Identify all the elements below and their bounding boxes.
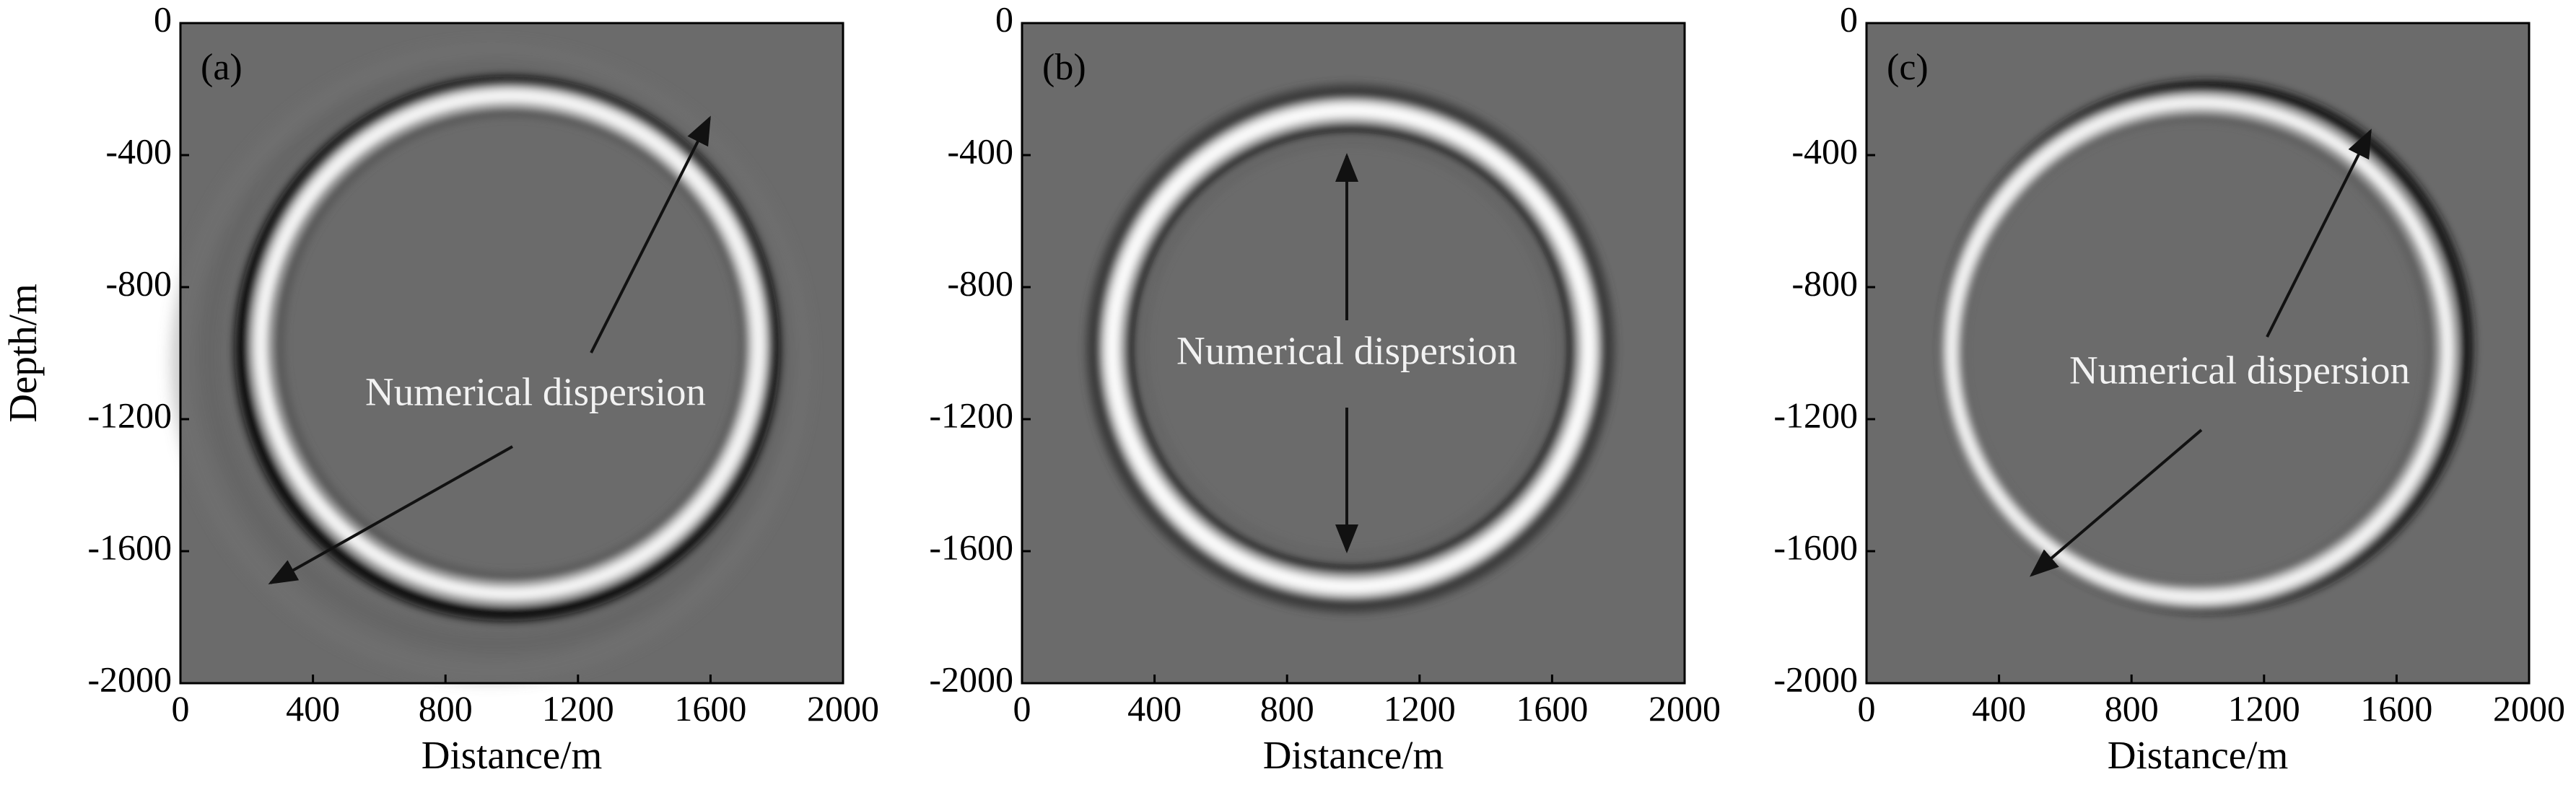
y-tick-label: 0	[1840, 0, 1858, 39]
x-tick-label: 1600	[2360, 688, 2432, 729]
panel: Numerical dispersion 0 400 800 1200 1600 2000…	[929, 0, 1721, 777]
y-tick-label: 0	[995, 0, 1013, 39]
y-tick-label: -2000	[87, 659, 172, 699]
arrow	[268, 445, 513, 584]
panel-label: (b)	[1042, 47, 1086, 88]
x-tick-label: 1600	[674, 688, 746, 729]
y-tick-label: -800	[105, 263, 172, 303]
x-tick-label: 1200	[542, 688, 614, 729]
x-axis-label: Distance/m	[422, 733, 602, 777]
x-tick-label: 1200	[1384, 688, 1456, 729]
x-tick-label: 800	[1260, 688, 1314, 729]
x-axis-label: Distance/m	[1263, 733, 1444, 777]
arrow	[590, 115, 711, 354]
panel-label: (c)	[1887, 47, 1929, 88]
y-tick-label: -400	[1791, 131, 1858, 171]
y-tick-label: -1200	[929, 395, 1013, 435]
wavefront	[1086, 84, 1615, 612]
panel-label: (a)	[201, 47, 243, 88]
y-tick-label: -1600	[929, 527, 1013, 567]
wavefront	[235, 76, 780, 621]
plot-frame	[1865, 22, 2531, 685]
y-tick-label: -2000	[1773, 659, 1858, 699]
y-tick-label: -800	[947, 263, 1013, 303]
y-tick-label: -400	[947, 131, 1013, 171]
x-tick-label: 2000	[807, 688, 879, 729]
y-tick-label: -1200	[1773, 395, 1858, 435]
y-tick-label: -2000	[929, 659, 1013, 699]
x-tick-label: 1600	[1516, 688, 1588, 729]
arrow	[2266, 128, 2372, 338]
x-tick-label: 0	[1858, 688, 1876, 729]
arrow	[2029, 429, 2203, 577]
x-tick-label: 800	[2105, 688, 2159, 729]
annotation: Numerical dispersion	[365, 370, 706, 414]
annotation: Numerical dispersion	[2069, 348, 2410, 392]
annotation: Numerical dispersion	[1176, 329, 1517, 373]
plot-frame	[179, 22, 844, 685]
x-tick-label: 1200	[2228, 688, 2300, 729]
y-axis-label: Depth/m	[1, 284, 45, 422]
x-tick-label: 2000	[2493, 688, 2565, 729]
y-tick-label: -800	[1791, 263, 1858, 303]
y-tick-label: -1600	[1773, 527, 1858, 567]
x-tick-label: 0	[1013, 688, 1031, 729]
plot-frame	[1021, 22, 1686, 685]
x-tick-label: 400	[286, 688, 340, 729]
y-tick-label: 0	[154, 0, 172, 39]
x-tick-label: 400	[1972, 688, 2026, 729]
x-axis-label: Distance/m	[2108, 733, 2288, 777]
plot-background	[1866, 23, 2529, 683]
x-tick-label: 800	[419, 688, 473, 729]
x-tick-label: 0	[172, 688, 190, 729]
x-tick-label: 400	[1127, 688, 1182, 729]
y-tick-label: -400	[105, 131, 172, 171]
y-tick-label: -1200	[87, 395, 172, 435]
wavefront	[1941, 80, 2474, 612]
panel: Numerical dispersion 0 400 800 1200 1600 2000…	[1773, 0, 2565, 777]
panel: Numerical dispersion 0 400 800 1200 1600 2000…	[1, 0, 879, 777]
y-tick-label: -1600	[87, 527, 172, 567]
x-tick-label: 2000	[1649, 688, 1721, 729]
